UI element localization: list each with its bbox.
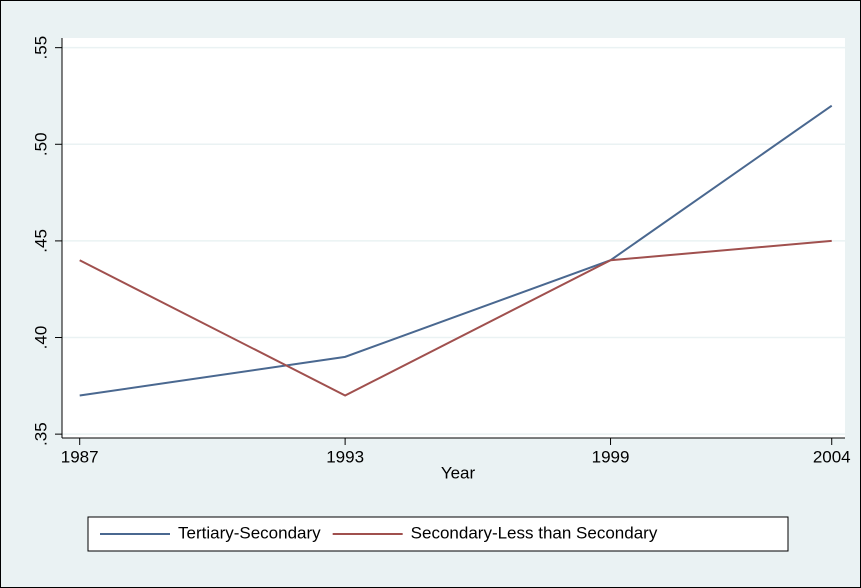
x-tick-label: 2004 [813, 447, 851, 466]
x-tick-label: 1993 [326, 447, 364, 466]
series-line [79, 239, 832, 397]
x-axis-title: Year [441, 463, 476, 482]
legend [87, 516, 789, 552]
y-tick-label: .50 [31, 132, 50, 156]
x-tick-label: 1999 [592, 447, 630, 466]
y-tick-label: .40 [31, 326, 50, 350]
y-tick-label: .55 [31, 36, 50, 60]
x-tick-label: 1987 [61, 447, 99, 466]
legend-label: Tertiary-Secondary [178, 523, 321, 542]
series-line [79, 104, 833, 397]
plot-area [62, 38, 845, 438]
y-tick-label: .45 [31, 229, 50, 253]
y-tick-label: .35 [31, 422, 50, 446]
legend-label: Secondary-Less than Secondary [411, 523, 658, 542]
